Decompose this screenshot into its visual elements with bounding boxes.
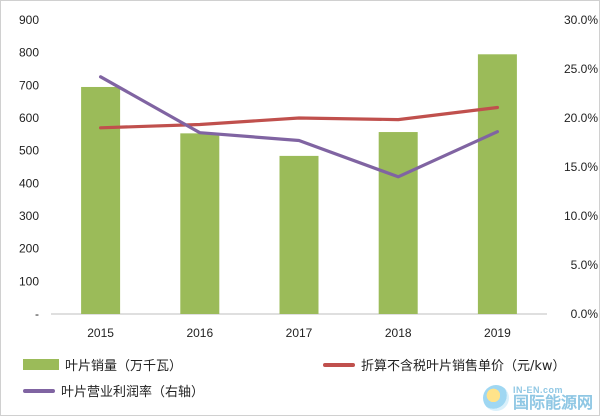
- y-left-tick-label: 200: [19, 242, 39, 256]
- line-unit-price: [98, 105, 499, 130]
- x-tick-label: 2018: [385, 326, 412, 340]
- y-left-tick-label: 800: [19, 46, 39, 60]
- y-right-tick-label: 20.0%: [564, 111, 598, 125]
- x-tick-label: 2017: [286, 326, 313, 340]
- legend-swatch-price-line: [323, 362, 355, 367]
- legend-item-unit-price: 折算不含税叶片销售单价（元/kw）: [323, 355, 566, 374]
- bar-blade-sales: [81, 86, 121, 314]
- bar-blade-sales: [378, 132, 418, 314]
- watermark-text: IN-EN.com 国际能源网: [512, 384, 593, 412]
- x-tick-label: 2019: [484, 326, 511, 340]
- y-right-tick-label: 0.0%: [571, 307, 599, 321]
- line-profit-margin: [98, 75, 499, 179]
- bar-blade-sales: [279, 155, 319, 314]
- y-left-tick-label: 100: [19, 274, 39, 288]
- chart-legend: 叶片销量（万千瓦） 折算不含税叶片销售单价（元/kw） 叶片营业利润率（右轴）: [1, 343, 599, 413]
- watermark-brand: 国际能源网: [512, 392, 593, 412]
- legend-item-profit-margin: 叶片营业利润率（右轴）: [23, 381, 204, 400]
- y-right-tick-label: 25.0%: [564, 62, 598, 76]
- legend-swatch-bar: [23, 359, 59, 370]
- y-left-tick-label: 500: [19, 144, 39, 158]
- y-right-tick-label: 30.0%: [564, 13, 598, 27]
- y-right-tick-label: 15.0%: [564, 160, 598, 174]
- y-left-tick-label: 300: [19, 209, 39, 223]
- watermark-logo: IN-EN.com 国际能源网: [482, 384, 593, 412]
- y-left-tick-label: 700: [19, 78, 39, 92]
- sun-logo-icon: [482, 385, 509, 411]
- y-left-tick-label: 900: [19, 13, 39, 27]
- y-right-tick-label: 5.0%: [571, 258, 599, 272]
- chart-plot: - 100 200 300 400 500 600 700 800 900 0.0% 5.0% 10.0…: [19, 13, 599, 340]
- legend-label-profit-margin: 叶片营业利润率（右轴）: [61, 385, 205, 400]
- x-tick-label: 2015: [87, 326, 114, 340]
- bar-blade-sales: [477, 54, 517, 315]
- legend-item-blade-sales: 叶片销量（万千瓦）: [23, 355, 182, 374]
- legend-label-unit-price: 折算不含税叶片销售单价（元/kw）: [361, 359, 566, 374]
- x-tick-label: 2016: [186, 326, 213, 340]
- legend-label-blade-sales: 叶片销量（万千瓦）: [65, 359, 183, 374]
- legend-swatch-margin-line: [23, 388, 55, 393]
- y-left-tick-label: 400: [19, 176, 39, 190]
- y-left-tick-label: -: [35, 307, 39, 321]
- y-right-tick-label: 10.0%: [564, 209, 598, 223]
- y-left-tick-label: 600: [19, 111, 39, 125]
- bar-blade-sales: [180, 133, 220, 314]
- watermark-site: IN-EN.com: [512, 384, 563, 395]
